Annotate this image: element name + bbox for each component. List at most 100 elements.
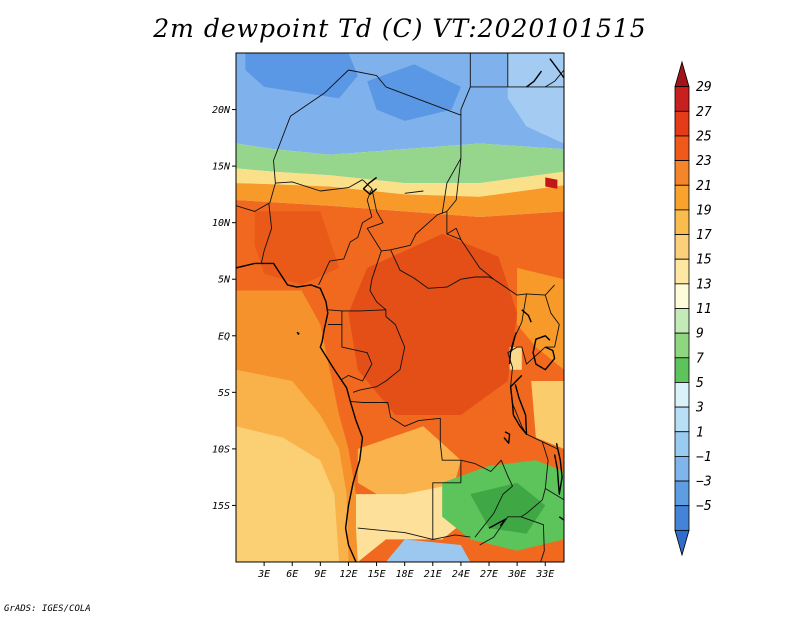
coastline: [503, 431, 511, 444]
country-border: [357, 527, 433, 540]
colorbar-swatch: [674, 184, 690, 211]
colorbar-label: −1: [696, 450, 712, 465]
colorbar-label: 15: [696, 253, 712, 268]
colorbar-label: 1: [696, 425, 704, 440]
country-border: [327, 309, 386, 312]
lon-tick-label: 3E: [257, 569, 270, 580]
country-border: [446, 158, 555, 296]
country-border: [460, 459, 513, 538]
coastline: [532, 335, 556, 371]
colorbar-label: 3: [695, 401, 704, 416]
colorbar-label: 25: [696, 129, 712, 144]
colorbar-swatch: [674, 357, 690, 383]
country-border: [318, 188, 373, 286]
region-tanzania-yellow: [531, 381, 564, 449]
country-border: [352, 316, 406, 393]
lon-tick-label: 18E: [396, 569, 414, 580]
colorbar-label: 9: [696, 327, 704, 342]
lat-tick-label: 10S: [212, 444, 230, 455]
coastline: [526, 70, 543, 88]
lon-tick-label: 15E: [368, 569, 386, 580]
colorbar-label: 29: [696, 80, 712, 95]
lon-tick-label: 33E: [535, 569, 554, 580]
lat-tick-label: 10N: [212, 218, 231, 229]
colorbar-swatch: [674, 60, 690, 88]
region-congo-basin: [348, 234, 518, 415]
coastline: [553, 443, 563, 495]
colorbar-swatch: [674, 332, 690, 359]
coastline: [558, 516, 564, 521]
region-sahel-orange: [236, 183, 564, 217]
lon-tick-label: 6E: [286, 569, 298, 580]
colorbar-swatch: [674, 209, 690, 235]
country-border: [544, 294, 560, 348]
country-border: [236, 202, 273, 264]
country-border: [446, 227, 462, 240]
country-border: [369, 250, 387, 317]
colorbar-swatch: [674, 455, 690, 482]
dewpoint-field: [236, 53, 564, 562]
colorbar-swatch: [674, 529, 690, 557]
longitude-axis: 3E 6E 9E 12E 15E 18E 21E 24E 27E 30E 33E: [257, 562, 554, 580]
lon-tick-label: 27E: [480, 569, 498, 580]
colorbar-swatch: [674, 431, 690, 457]
colorbar-label: 11: [696, 302, 712, 317]
lat-tick-label: 15N: [212, 162, 231, 173]
colorbar-swatch: [674, 406, 690, 433]
coastline: [296, 331, 300, 336]
region-east-highlands: [517, 267, 564, 370]
region-atlantic-far: [236, 426, 340, 562]
colorbar-label: 19: [696, 203, 712, 218]
colorbar-label: 23: [696, 154, 712, 169]
coastline: [508, 332, 517, 365]
lon-tick-label: 12E: [339, 569, 357, 580]
country-border: [479, 516, 521, 546]
lat-tick-label: 5S: [218, 388, 230, 399]
colorbar-swatch: [674, 234, 690, 260]
colorbar-label: 21: [696, 179, 712, 194]
country-border: [404, 190, 424, 194]
map-frame: [235, 52, 565, 563]
region-red-sea-hot: [545, 177, 558, 189]
country-border: [273, 69, 349, 184]
lon-tick-label: 21E: [424, 569, 442, 580]
colorbar-swatch: [674, 110, 690, 137]
country-border: [390, 249, 494, 289]
country-border: [507, 346, 555, 387]
country-border: [520, 516, 545, 562]
coastline: [521, 309, 532, 323]
colorbar-swatch: [674, 86, 690, 112]
country-border: [340, 324, 373, 382]
coastline: [549, 58, 564, 79]
colorbar-label: 5: [696, 376, 704, 391]
region-sahel-yellow: [236, 168, 564, 197]
lat-tick-label: EQ: [218, 331, 230, 342]
lon-tick-label: 9E: [314, 569, 326, 580]
colorbar-swatch: [674, 160, 690, 186]
region-rwanda-pale: [509, 347, 522, 370]
latitude-axis: 20N 15N 10N 5N EQ 5S 10S 15S: [212, 105, 236, 512]
region-zambia-deep: [470, 482, 546, 534]
country-borders: [236, 53, 564, 562]
colorbar-swatch: [674, 283, 690, 309]
lon-tick-label: 24E: [452, 569, 470, 580]
country-border: [348, 69, 387, 88]
colorbar-label: 7: [696, 351, 704, 366]
colorbar-label: 27: [696, 105, 712, 120]
region-south-blue: [385, 539, 471, 562]
coastline: [362, 176, 378, 196]
colorbar-swatch: [674, 308, 690, 334]
colorbar: 29 27 25 23 21 19 17 15 13 11 9 7 5 3 1 −1 −3 −5: [674, 60, 712, 557]
coastline: [488, 518, 507, 529]
region-sahara-deep: [245, 53, 358, 99]
grads-credit: GrADS: IGES/COLA: [4, 604, 91, 614]
region-angola-interior: [357, 426, 461, 506]
chart-title: 2m dewpoint Td (C) VT:2020101515: [153, 14, 647, 43]
colorbar-label: −3: [696, 475, 712, 490]
colorbar-swatch: [674, 480, 690, 507]
colorbar-swatch: [674, 505, 690, 531]
lon-tick-label: 30E: [507, 569, 526, 580]
country-border: [350, 400, 462, 483]
colorbar-swatch: [674, 382, 690, 408]
